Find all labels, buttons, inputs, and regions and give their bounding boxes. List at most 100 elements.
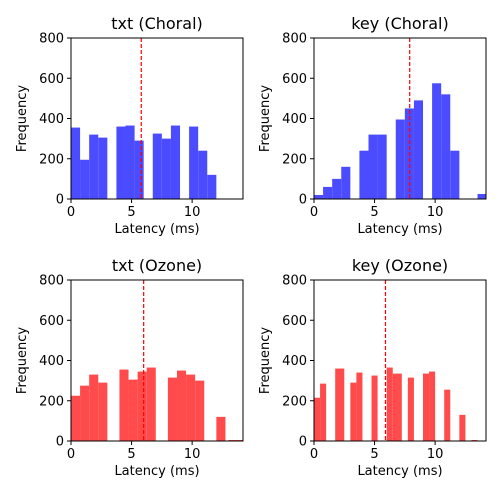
subplot-1: 0 5 10 0 200 400 600 800 txt (Choral) Latency (ms… <box>15 14 244 237</box>
y-tick-label: 600 <box>282 72 307 87</box>
y-tick-label: 200 <box>39 394 64 409</box>
y-tick-label: 800 <box>39 274 64 289</box>
histogram-bar <box>228 439 243 441</box>
histogram-bar <box>216 416 226 441</box>
histogram-bar <box>125 125 135 199</box>
y-tick-label: 800 <box>282 32 307 47</box>
y-tick-label: 400 <box>39 354 64 369</box>
histogram-bar <box>356 372 363 441</box>
histogram-bar <box>413 100 424 199</box>
histogram-bar <box>98 382 108 441</box>
x-tick-label: 5 <box>370 205 378 220</box>
histogram-bar <box>80 385 90 441</box>
x-tick-label: 0 <box>310 447 318 462</box>
x-axis-label: Latency (ms) <box>114 464 199 479</box>
histogram-bar <box>195 380 205 442</box>
y-tick-label: 400 <box>282 354 307 369</box>
subplot-grid: 0 5 10 0 200 400 600 800 txt (Choral) Latency (ms… <box>15 14 487 479</box>
histogram-bar <box>176 370 187 441</box>
y-tick-label: 0 <box>299 435 307 450</box>
histogram-bar <box>368 134 378 199</box>
histogram-bar <box>71 395 81 441</box>
y-tick-label: 400 <box>39 112 64 127</box>
histogram-bar <box>198 150 208 199</box>
histogram-bar <box>392 373 402 441</box>
histogram-bar <box>429 371 436 441</box>
y-axis-label: Frequency <box>15 327 30 394</box>
histogram-bar <box>477 193 486 199</box>
y-tick-label: 200 <box>39 152 64 167</box>
x-tick-label: 5 <box>370 447 378 462</box>
y-tick-label: 0 <box>56 193 64 208</box>
y-tick-label: 600 <box>39 314 64 329</box>
histogram-bar <box>359 150 369 199</box>
histogram-bar <box>207 174 217 199</box>
histogram-bar <box>450 150 460 199</box>
histogram-bar <box>332 178 342 200</box>
histogram-bar <box>119 369 129 441</box>
y-tick-label: 600 <box>282 314 307 329</box>
y-tick-label: 800 <box>282 274 307 289</box>
y-tick-label: 200 <box>282 152 307 167</box>
y-tick-label: 200 <box>282 394 307 409</box>
chart-title: key (Choral) <box>351 14 449 33</box>
y-axis-label: Frequency <box>15 85 30 152</box>
histogram-bar <box>161 138 171 200</box>
subplot-3: 0 5 10 0 200 400 600 800 txt (Ozone) Latency (ms)… <box>15 256 244 479</box>
chart-title: txt (Ozone) <box>112 256 202 275</box>
y-tick-label: 400 <box>282 112 307 127</box>
subplot-2: 0 5 10 0 200 400 600 800 key (Choral) Latency (ms… <box>258 14 487 237</box>
histogram-bar <box>314 194 324 199</box>
chart-title: txt (Choral) <box>111 14 203 33</box>
x-tick-label: 10 <box>184 447 201 462</box>
y-tick-label: 600 <box>39 72 64 87</box>
histogram-bar <box>323 186 333 199</box>
histogram-bar <box>170 125 181 199</box>
y-axis-label: Frequency <box>258 85 273 152</box>
y-tick-label: 800 <box>39 32 64 47</box>
histogram-bar <box>137 371 147 441</box>
x-axis-label: Latency (ms) <box>114 222 199 237</box>
x-tick-label: 5 <box>127 447 135 462</box>
chart-title: key (Ozone) <box>352 256 448 275</box>
histogram-bar <box>395 119 405 199</box>
histogram-bar <box>98 137 108 199</box>
histogram-bar <box>314 397 321 441</box>
x-tick-label: 10 <box>427 447 444 462</box>
x-axis-label: Latency (ms) <box>357 222 442 237</box>
histogram-bar <box>320 383 327 441</box>
histogram-bar <box>335 368 345 441</box>
histogram-bar <box>377 134 387 199</box>
x-axis-label: Latency (ms) <box>357 464 442 479</box>
histogram-bar <box>432 83 442 199</box>
histogram-bar <box>186 374 196 441</box>
histogram-bar <box>89 374 99 441</box>
x-tick-label: 0 <box>67 205 75 220</box>
x-tick-label: 10 <box>184 205 201 220</box>
histogram-bar <box>71 127 81 199</box>
subplot-4: 0 5 10 0 200 400 600 800 key (Ozone) Latency (ms)… <box>258 256 487 479</box>
histogram-bar <box>128 379 138 441</box>
histogram-bar <box>116 126 126 199</box>
histogram-bar <box>167 377 177 441</box>
histogram-bar <box>423 373 430 441</box>
x-tick-label: 0 <box>67 447 75 462</box>
histogram-bar <box>152 133 162 199</box>
histogram-bar <box>471 439 478 441</box>
histogram-bar <box>134 140 144 199</box>
x-tick-label: 5 <box>127 205 135 220</box>
y-axis-label: Frequency <box>258 327 273 394</box>
x-tick-label: 0 <box>310 205 318 220</box>
histogram-bar <box>441 94 451 199</box>
histogram-bar <box>189 126 199 199</box>
histogram-bar <box>350 382 357 441</box>
histogram-bar <box>444 389 451 441</box>
histogram-bar <box>407 377 414 441</box>
histogram-bar <box>89 134 99 199</box>
histogram-bar <box>80 159 90 199</box>
histogram-bar <box>459 414 466 441</box>
x-tick-label: 10 <box>427 205 444 220</box>
histogram-bar <box>341 166 351 199</box>
histogram-bar <box>146 367 156 441</box>
